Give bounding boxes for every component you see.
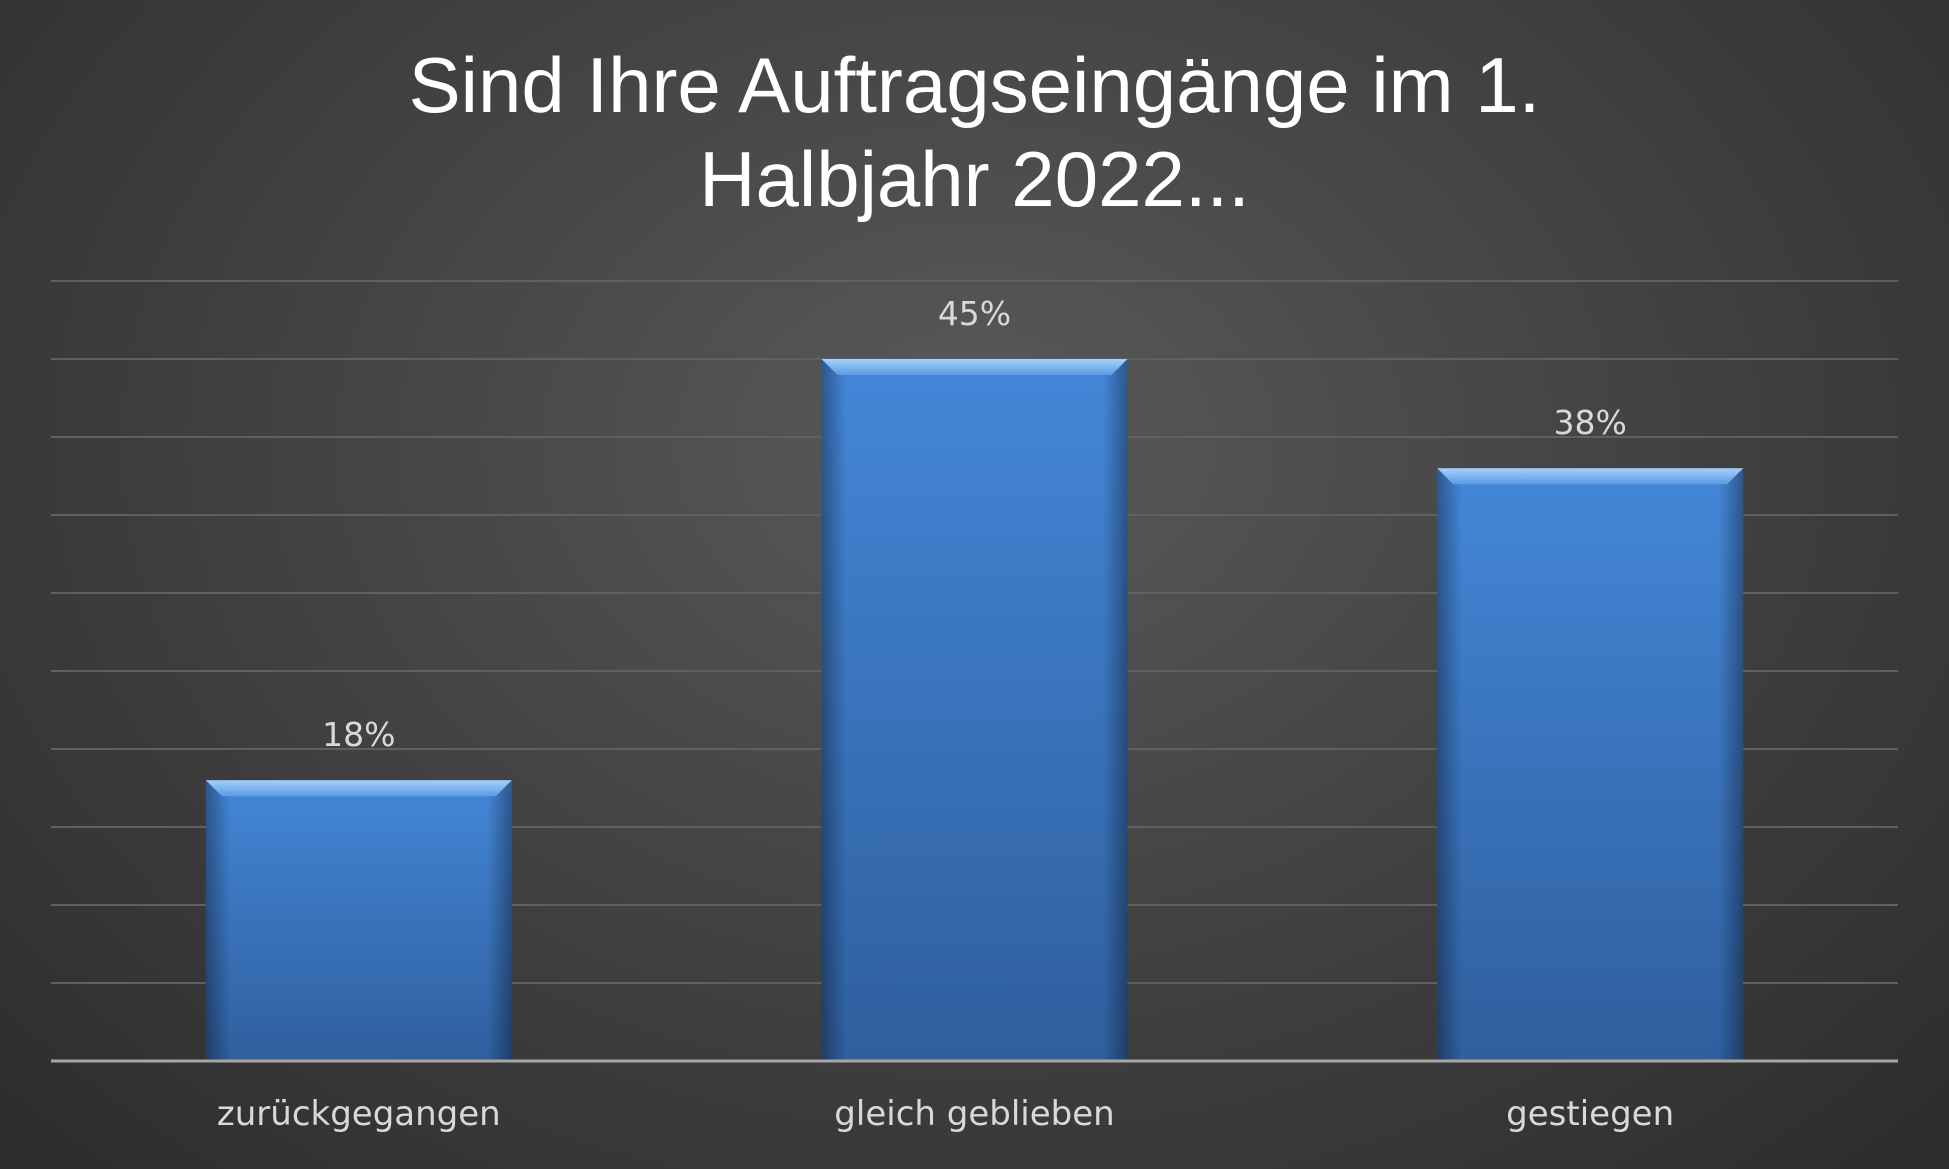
bars (205, 359, 1744, 1061)
bar-gestiegen (1437, 468, 1744, 1061)
bar-shade-zur-ckgegangen (205, 780, 512, 1061)
chart-title: Sind Ihre Auftragseingänge im 1. Halbjah… (0, 38, 1949, 226)
bar-shade-gleich-geblieben (821, 359, 1128, 1061)
chart-title-line-2: Halbjahr 2022... (699, 135, 1250, 223)
data-label-zur-ckgegangen: 18% (322, 715, 395, 754)
category-label-zur-ckgegangen: zurückgegangen (217, 1094, 501, 1134)
labels: 18% zurückgegangen 45% gleich geblieben 38% g… (217, 294, 1674, 1134)
bar-gleich-geblieben (821, 359, 1128, 1061)
category-label-gestiegen: gestiegen (1506, 1094, 1674, 1134)
bar-bevel-zur-ckgegangen (205, 780, 512, 797)
chart-title-line-1: Sind Ihre Auftragseingänge im 1. (408, 41, 1541, 129)
category-label-gleich-geblieben: gleich geblieben (834, 1094, 1114, 1134)
bar-bevel-gleich-geblieben (821, 359, 1128, 375)
bar-shade-gestiegen (1437, 468, 1744, 1061)
bar-bevel-gestiegen (1437, 468, 1744, 485)
bar-zur-ckgegangen (205, 780, 512, 1061)
data-label-gleich-geblieben: 45% (938, 294, 1011, 333)
data-label-gestiegen: 38% (1553, 403, 1626, 442)
